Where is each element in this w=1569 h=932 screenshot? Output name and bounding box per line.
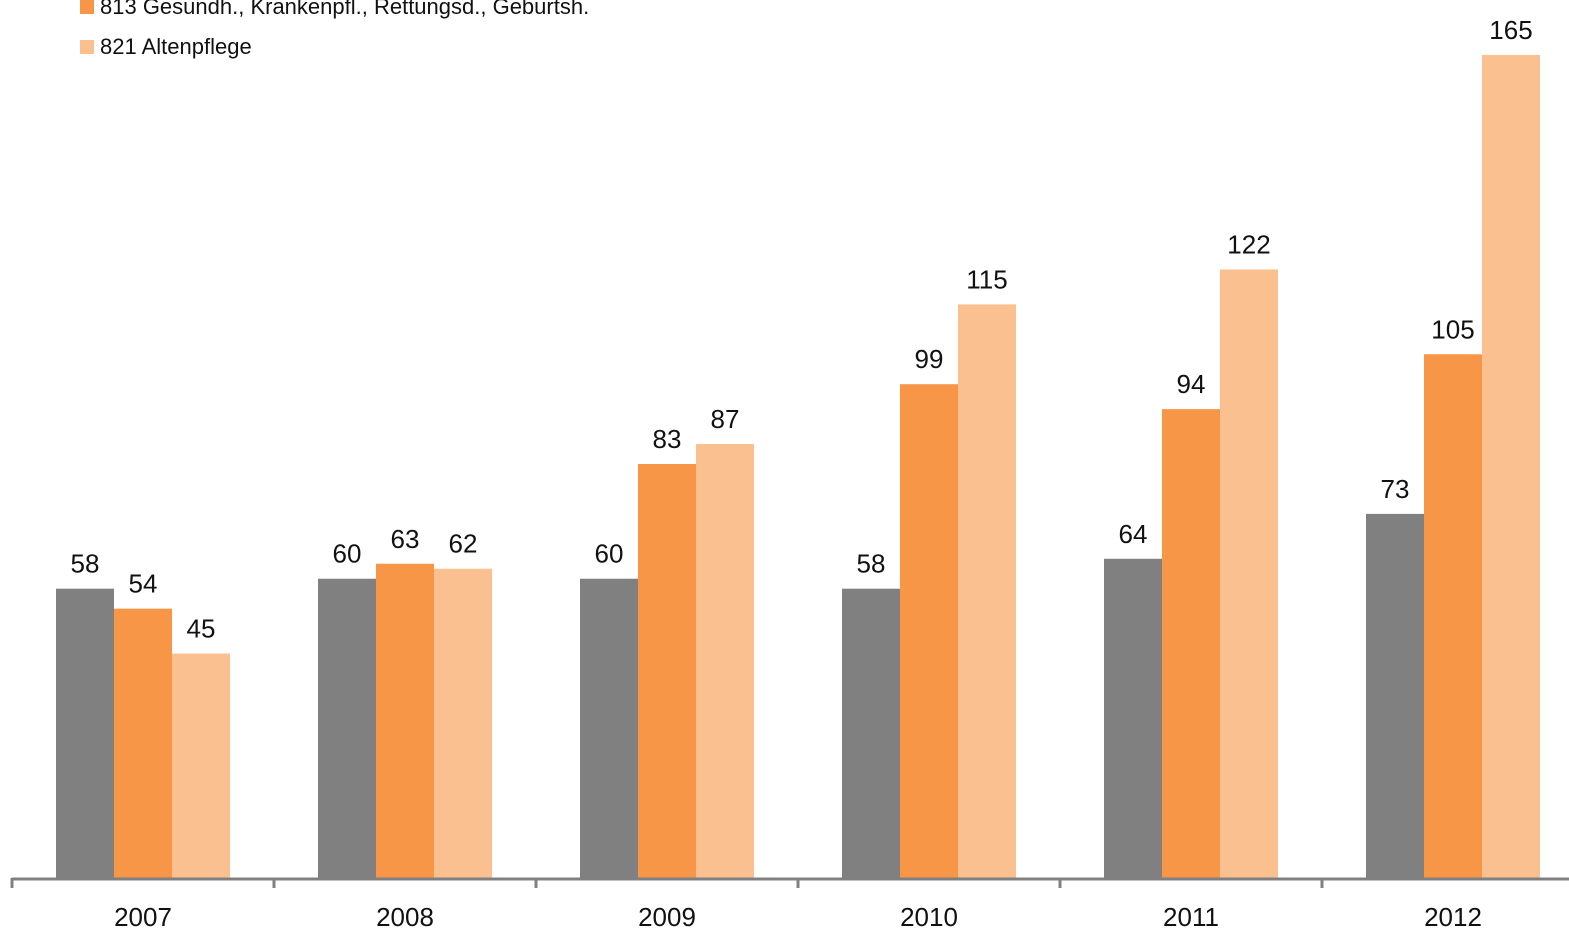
legend: 813 Gesundh., Krankenpfl., Rettungsd., G… [80,0,589,72]
bar-2008-s0 [318,578,376,878]
data-label-2008-s2: 62 [449,529,478,559]
bar-2008-s1 [376,563,434,878]
data-label-2007-s1: 54 [129,569,158,599]
bar-2010-s1 [900,384,958,878]
legend-swatch-813 [80,0,94,14]
data-label-2009-s0: 60 [595,539,624,569]
legend-item-821: 821 Altenpflege [80,32,589,62]
x-tick-label-2012: 2012 [1424,902,1482,932]
x-tick-label-2010: 2010 [900,902,958,932]
x-tick-label-2008: 2008 [376,902,434,932]
data-label-2007-s0: 58 [71,549,100,579]
x-tick-label-2009: 2009 [638,902,696,932]
data-label-2009-s1: 83 [653,424,682,454]
data-label-2009-s2: 87 [711,404,740,434]
bar-2009-s2 [696,444,754,878]
data-label-2010-s1: 99 [915,344,944,374]
x-tick-label-2011: 2011 [1163,902,1219,932]
bar-2011-s0 [1104,558,1162,878]
bar-2011-s1 [1162,409,1220,878]
bar-2012-s0 [1366,513,1424,878]
data-label-2011-s1: 94 [1177,369,1206,399]
x-tick-label-2007: 2007 [114,902,172,932]
data-label-2012-s0: 73 [1381,474,1410,504]
data-label-2012-s1: 105 [1431,314,1474,344]
bar-2012-s2 [1482,54,1540,878]
legend-label-813: 813 Gesundh., Krankenpfl., Rettungsd., G… [100,0,590,19]
bar-2007-s0 [56,588,114,878]
data-label-2012-s2: 165 [1489,15,1532,45]
data-label-2007-s2: 45 [187,614,216,644]
legend-label-821: 821 Altenpflege [100,34,252,59]
bar-2012-s1 [1424,354,1482,879]
bar-2011-s2 [1220,269,1278,879]
data-label-2008-s1: 63 [391,524,420,554]
data-label-2011-s0: 64 [1119,519,1148,549]
bar-2007-s1 [114,608,172,878]
bar-2008-s2 [434,568,492,878]
legend-swatch-821 [80,40,94,54]
legend-item-813: 813 Gesundh., Krankenpfl., Rettungsd., G… [80,0,589,22]
data-label-2010-s0: 58 [857,549,886,579]
bar-2009-s0 [580,578,638,878]
data-label-2008-s0: 60 [333,539,362,569]
data-label-2010-s2: 115 [966,264,1007,294]
bar-2009-s1 [638,464,696,878]
data-label-2011-s2: 122 [1227,229,1270,259]
bar-2010-s0 [842,588,900,878]
bar-2010-s2 [958,304,1016,879]
bar-2007-s2 [172,653,230,878]
